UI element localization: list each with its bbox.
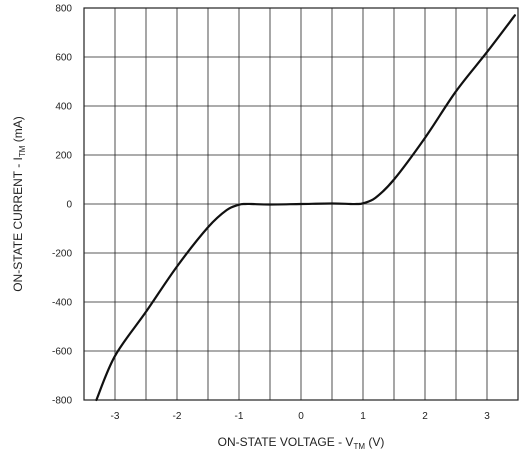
x-axis-label-main: ON-STATE VOLTAGE - V — [218, 435, 354, 449]
y-tick-label: 200 — [55, 151, 72, 162]
y-tick-label: -800 — [52, 396, 72, 407]
series-layer — [95, 14, 516, 402]
y-tick-label: 800 — [55, 4, 72, 15]
x-axis-label-unit: (V) — [365, 435, 384, 449]
x-tick-label: 3 — [484, 411, 490, 422]
y-tick-label: -600 — [52, 347, 72, 358]
x-tick-label: 1 — [360, 411, 366, 422]
y-tick-label: 0 — [66, 200, 72, 211]
series-line — [95, 14, 516, 402]
y-axis-label-main: ON-STATE CURRENT - I — [11, 157, 25, 292]
x-axis-label: ON-STATE VOLTAGE - VTM (V) — [218, 435, 385, 451]
y-tick-label: -400 — [52, 298, 72, 309]
x-tick-label: -3 — [111, 411, 120, 422]
x-axis-label-subscript: TM — [353, 442, 365, 451]
plot-area-frame — [83, 7, 519, 401]
tick-labels: 800 600 400 200 0 -200 -400 -600 -800 -3 -2 -1 0 1 2 3 — [52, 4, 490, 423]
y-tick-label: -200 — [52, 249, 72, 260]
x-tick-label: 2 — [422, 411, 428, 422]
y-axis-label-subscript: TM — [18, 145, 27, 157]
x-tick-label: -2 — [173, 411, 182, 422]
y-axis-label: ON-STATE CURRENT - ITM (mA) — [11, 116, 27, 292]
x-tick-label: 0 — [298, 411, 304, 422]
y-axis-label-unit: (mA) — [11, 116, 25, 145]
x-tick-label: -1 — [235, 411, 244, 422]
y-tick-label: 600 — [55, 53, 72, 64]
y-tick-label: 400 — [55, 102, 72, 113]
